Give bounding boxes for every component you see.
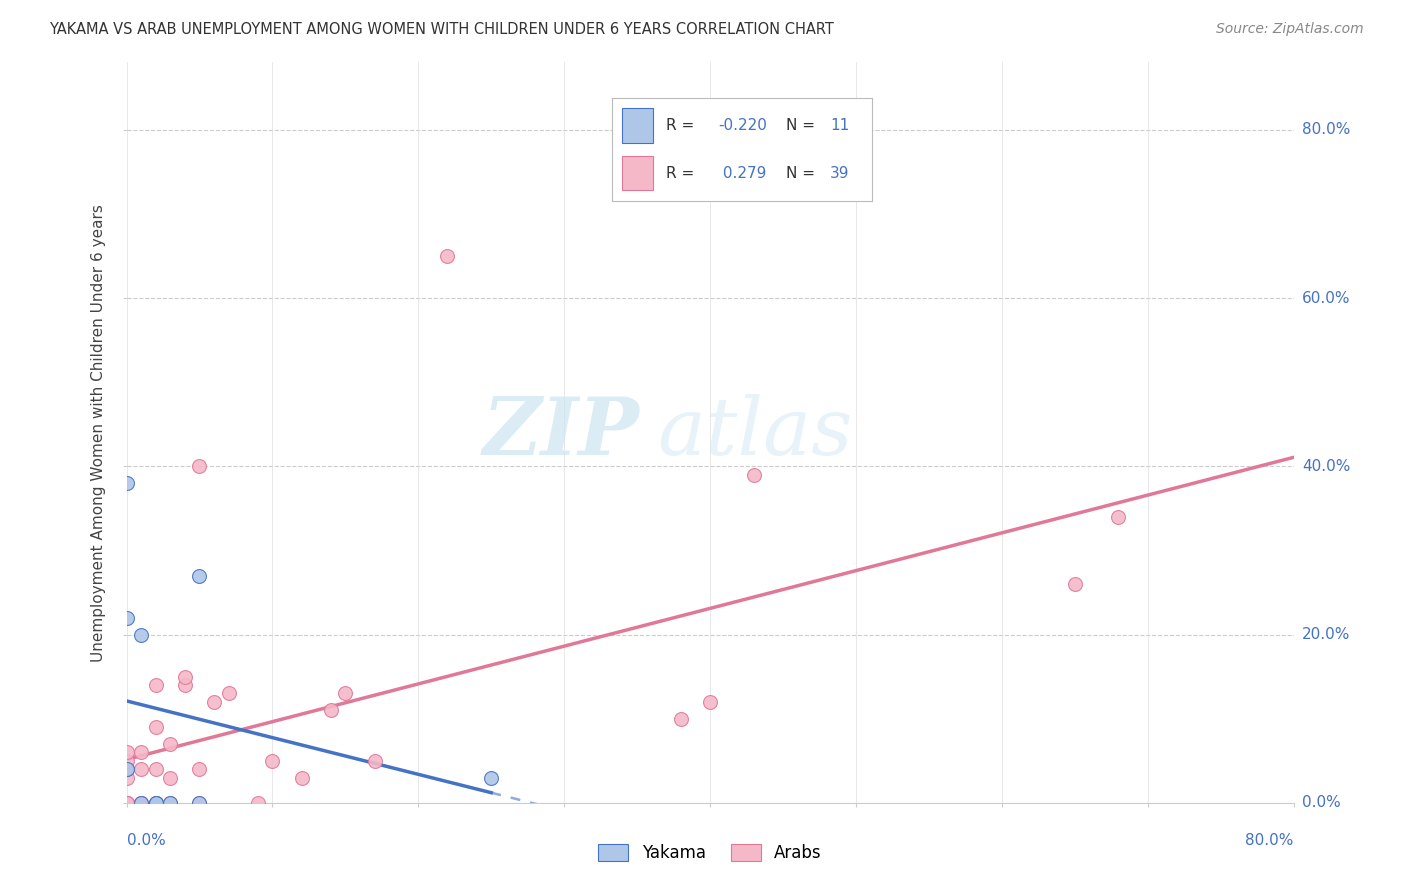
Point — [188, 796, 211, 810]
Point — [1063, 577, 1085, 591]
Point — [363, 754, 385, 768]
Point — [145, 796, 167, 810]
Point — [174, 678, 197, 692]
Point — [115, 796, 138, 810]
Point — [1108, 509, 1130, 524]
Point — [319, 703, 342, 717]
Point — [742, 467, 765, 482]
Text: ZIP: ZIP — [484, 394, 640, 471]
Point — [699, 695, 721, 709]
Text: 0.0%: 0.0% — [127, 833, 166, 848]
Point — [115, 771, 138, 785]
Point — [115, 476, 138, 491]
Text: Source: ZipAtlas.com: Source: ZipAtlas.com — [1216, 22, 1364, 37]
Point — [159, 796, 181, 810]
Point — [129, 762, 152, 776]
Point — [479, 771, 502, 785]
Point — [115, 610, 138, 624]
Point — [115, 796, 138, 810]
Point — [145, 796, 167, 810]
Point — [436, 249, 458, 263]
Point — [129, 745, 152, 759]
Text: 80.0%: 80.0% — [1302, 122, 1350, 137]
Point — [188, 568, 211, 582]
Text: 60.0%: 60.0% — [1302, 291, 1350, 305]
Point — [188, 459, 211, 474]
FancyBboxPatch shape — [621, 155, 654, 190]
Point — [174, 670, 197, 684]
Point — [129, 796, 152, 810]
Point — [290, 771, 312, 785]
Text: YAKAMA VS ARAB UNEMPLOYMENT AMONG WOMEN WITH CHILDREN UNDER 6 YEARS CORRELATION : YAKAMA VS ARAB UNEMPLOYMENT AMONG WOMEN … — [49, 22, 834, 37]
Y-axis label: Unemployment Among Women with Children Under 6 years: Unemployment Among Women with Children U… — [91, 203, 107, 662]
FancyBboxPatch shape — [621, 108, 654, 144]
Point — [246, 796, 269, 810]
Point — [145, 678, 167, 692]
Point — [335, 686, 357, 700]
Point — [115, 796, 138, 810]
Point — [129, 627, 152, 641]
Text: 0.279: 0.279 — [718, 166, 766, 180]
Text: N =: N = — [786, 119, 820, 133]
Point — [159, 771, 181, 785]
Text: -0.220: -0.220 — [718, 119, 768, 133]
Point — [145, 796, 167, 810]
Point — [115, 762, 138, 776]
Point — [145, 762, 167, 776]
Text: atlas: atlas — [658, 394, 853, 471]
Point — [188, 796, 211, 810]
Text: 39: 39 — [830, 166, 849, 180]
Point — [188, 762, 211, 776]
Text: 40.0%: 40.0% — [1302, 458, 1350, 474]
Point — [115, 762, 138, 776]
Point — [115, 745, 138, 759]
Point — [218, 686, 240, 700]
Point — [145, 720, 167, 734]
Text: R =: R = — [666, 166, 699, 180]
Point — [262, 754, 284, 768]
Text: 20.0%: 20.0% — [1302, 627, 1350, 642]
Point — [129, 796, 152, 810]
Text: 11: 11 — [830, 119, 849, 133]
Text: 0.0%: 0.0% — [1302, 796, 1340, 810]
Point — [669, 712, 692, 726]
Point — [159, 737, 181, 751]
Text: N =: N = — [786, 166, 820, 180]
Text: R =: R = — [666, 119, 699, 133]
Point — [115, 796, 138, 810]
Point — [115, 754, 138, 768]
Text: 80.0%: 80.0% — [1246, 833, 1294, 848]
Point — [145, 796, 167, 810]
Point — [159, 796, 181, 810]
Point — [129, 796, 152, 810]
Legend: Yakama, Arabs: Yakama, Arabs — [592, 837, 828, 869]
Point — [202, 695, 225, 709]
